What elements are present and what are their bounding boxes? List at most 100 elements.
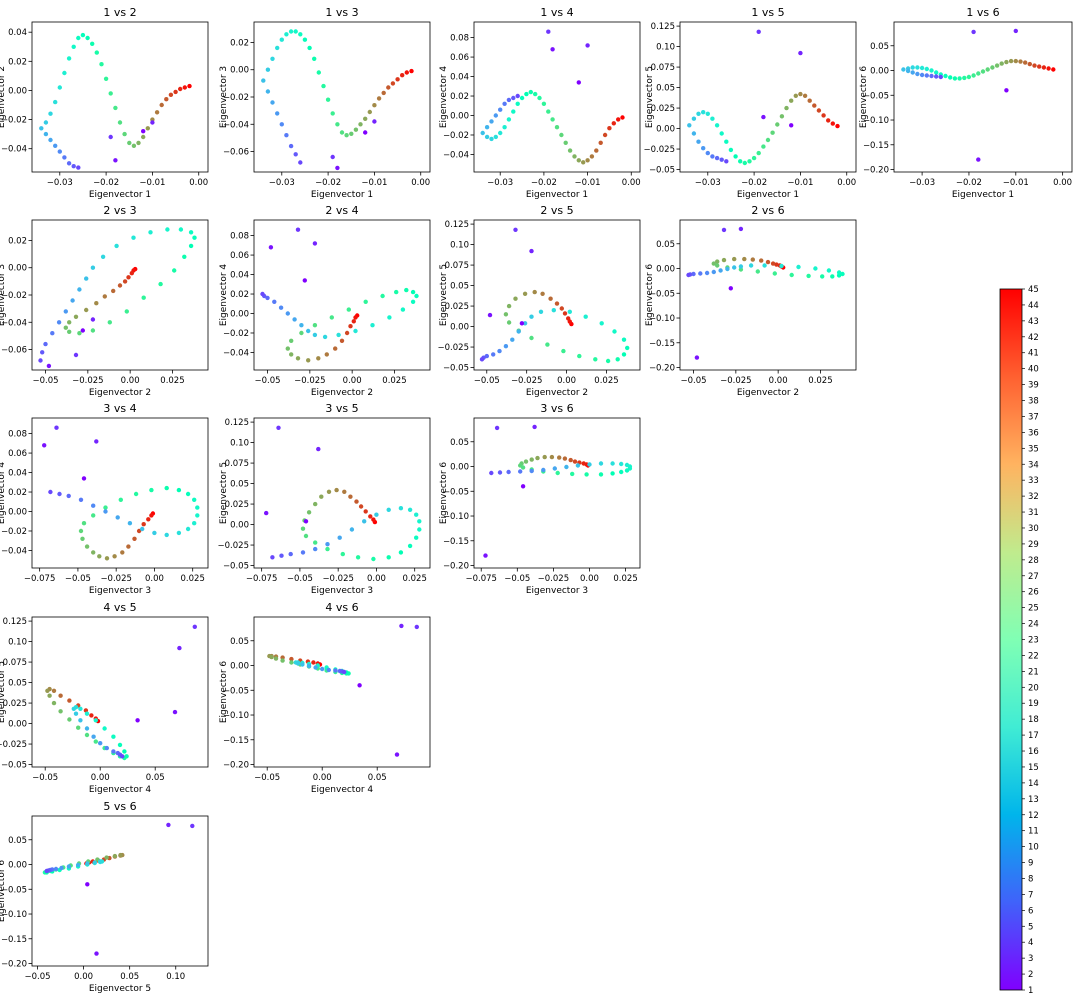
y-tick-label: −0.02 bbox=[1, 116, 27, 126]
colorbar-tick-label: 7 bbox=[1028, 890, 1033, 900]
scatter-point bbox=[1022, 60, 1028, 65]
scatter-point bbox=[150, 120, 155, 125]
scatter-point bbox=[386, 85, 391, 90]
scatter-point bbox=[265, 89, 271, 94]
y-tick-label: 0.08 bbox=[8, 430, 27, 440]
colorbar-tick-label: 3 bbox=[1028, 954, 1033, 964]
scatter-point bbox=[292, 317, 297, 322]
subplot-title: 2 vs 6 bbox=[751, 204, 784, 217]
y-tick-label: 0.00 bbox=[450, 112, 469, 122]
axes-frame bbox=[473, 417, 641, 569]
scatter-point bbox=[770, 130, 775, 135]
scatter-point bbox=[370, 323, 375, 328]
scatter-point bbox=[719, 131, 724, 136]
scatter-point bbox=[111, 749, 116, 754]
scatter-point bbox=[126, 544, 131, 549]
scatter-point bbox=[742, 256, 747, 262]
scatter-point bbox=[779, 114, 785, 119]
scatter-point bbox=[108, 91, 113, 96]
scatter-point bbox=[395, 77, 400, 82]
colorbar-tick-label: 8 bbox=[1028, 874, 1033, 884]
scatter-point bbox=[484, 125, 490, 130]
scatter-point bbox=[621, 337, 627, 342]
scatter-point bbox=[798, 91, 803, 97]
scatter-point bbox=[598, 472, 604, 477]
colorbar-tick-label: 5 bbox=[1028, 922, 1033, 932]
colorbar-tick-label: 37 bbox=[1028, 412, 1039, 422]
y-tick-label: −0.04 bbox=[1, 318, 27, 328]
scatter-point bbox=[725, 266, 730, 272]
scatter-point bbox=[320, 666, 325, 672]
x-tick-label: −0.01 bbox=[139, 178, 165, 188]
axes-frame bbox=[253, 219, 431, 371]
scatter-point bbox=[102, 294, 108, 299]
scatter-point bbox=[107, 320, 113, 325]
y-tick-label: −0.02 bbox=[223, 329, 249, 339]
x-tick-label: −0.02 bbox=[93, 178, 119, 188]
scatter-point bbox=[738, 264, 744, 269]
scatter-point bbox=[1027, 61, 1033, 67]
scatter-point bbox=[410, 299, 416, 304]
x-axis-label: Eigenvector 3 bbox=[89, 586, 151, 596]
scatter-point bbox=[1046, 66, 1051, 71]
x-tick-label: 0.10 bbox=[166, 972, 185, 982]
y-tick-label: 0.025 bbox=[651, 104, 675, 114]
scatter-point bbox=[188, 243, 194, 249]
x-tick-label: 0.025 bbox=[160, 376, 184, 386]
scatter-point bbox=[53, 143, 58, 148]
scatter-point bbox=[100, 254, 106, 259]
scatter-point bbox=[479, 357, 485, 362]
y-tick-label: −0.10 bbox=[649, 314, 675, 324]
y-tick-label: 0.02 bbox=[230, 290, 249, 300]
subplot-grid: 1 vs 2 −0.03 −0.02 −0.01 0.00 −0.04 −0.02 0.00 0… bbox=[0, 6, 1073, 994]
x-tick-label: −0.01 bbox=[575, 178, 601, 188]
y-tick-label: −0.02 bbox=[443, 131, 469, 141]
scatter-point bbox=[353, 328, 358, 334]
y-tick-label: 0.05 bbox=[656, 240, 675, 250]
subplot-title: 3 vs 5 bbox=[325, 402, 358, 415]
axes-frame bbox=[31, 417, 209, 569]
scatter-point bbox=[45, 688, 50, 693]
x-tick-label: −0.075 bbox=[246, 574, 277, 584]
scatter-point bbox=[264, 510, 269, 516]
y-tick-label: 0.00 bbox=[230, 662, 249, 672]
scatter-point bbox=[400, 73, 405, 78]
scatter-point bbox=[394, 289, 399, 295]
scatter-point bbox=[971, 73, 976, 78]
scatter-point bbox=[567, 309, 572, 314]
y-tick-label: −0.05 bbox=[1, 761, 27, 771]
colorbar-tick-label: 41 bbox=[1028, 349, 1039, 359]
scatter-point bbox=[53, 99, 58, 105]
scatter-point bbox=[48, 111, 53, 116]
scatter-point bbox=[368, 514, 373, 519]
y-tick-label: 0.05 bbox=[870, 42, 889, 52]
y-tick-label: 0.125 bbox=[3, 617, 27, 627]
y-axis-label: Eigenvector 3 bbox=[0, 264, 7, 326]
scatter-point bbox=[104, 556, 110, 561]
scatter-point bbox=[344, 330, 350, 336]
x-axis-label: Eigenvector 1 bbox=[89, 190, 151, 200]
scatter-point bbox=[335, 122, 340, 127]
scatter-point bbox=[541, 101, 547, 107]
scatter-point bbox=[714, 123, 720, 128]
scatter-point bbox=[124, 754, 129, 759]
subplot-2-vs-4: 2 vs 4 −0.05 −0.025 0.00 0.025 −0.04 −0.02 0.00… bbox=[219, 204, 431, 398]
x-axis-label: Eigenvector 1 bbox=[526, 190, 588, 200]
scatter-point bbox=[92, 860, 97, 865]
scatter-point bbox=[260, 291, 265, 297]
scatter-point bbox=[289, 338, 294, 343]
y-tick-label: 0.075 bbox=[651, 63, 675, 73]
y-axis-label: Eigenvector 4 bbox=[219, 264, 229, 327]
scatter-point bbox=[326, 667, 331, 673]
x-tick-label: 0.00 bbox=[74, 972, 93, 982]
scatter-point bbox=[178, 86, 183, 92]
scatter-point bbox=[146, 517, 151, 522]
scatter-point bbox=[518, 469, 523, 474]
scatter-point bbox=[192, 497, 197, 502]
y-axis-label: Eigenvector 6 bbox=[645, 264, 655, 327]
scatter-point bbox=[489, 136, 494, 142]
scatter-point bbox=[537, 95, 542, 101]
scatter-point bbox=[491, 352, 496, 357]
y-tick-label: 0.05 bbox=[8, 679, 27, 689]
scatter-point bbox=[522, 291, 528, 296]
